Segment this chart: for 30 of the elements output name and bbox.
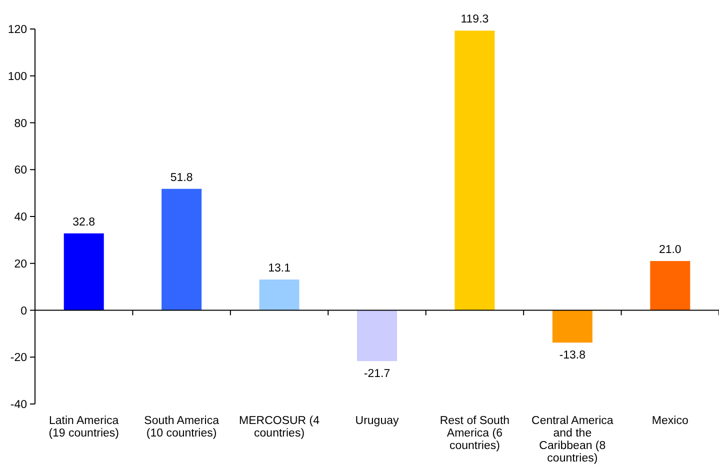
bar — [64, 233, 104, 310]
y-tick-label: 20 — [14, 258, 27, 270]
bar — [162, 188, 202, 310]
x-tick-label: MERCOSUR (4 countries) — [239, 415, 320, 440]
data-label: 21.0 — [658, 244, 682, 256]
y-tick-label: 40 — [14, 212, 27, 224]
y-tick-label: 0 — [20, 305, 27, 318]
x-tick-label: Central America and the Caribbean (8 countries) — [532, 415, 614, 464]
bar — [454, 30, 495, 310]
data-label: 51.8 — [170, 172, 193, 184]
data-label: 32.8 — [72, 216, 96, 228]
bar — [357, 310, 397, 362]
y-tick-label: 100 — [8, 70, 27, 83]
bar — [259, 280, 300, 310]
x-tick-label: South America (10 countries) — [144, 415, 220, 440]
x-tick-label: Rest of South America (6 countries) — [440, 415, 510, 452]
bar — [552, 310, 592, 343]
y-tick-label: -20 — [10, 352, 27, 364]
data-label: -21.7 — [364, 368, 390, 380]
x-tick-label: Uruguay — [355, 415, 399, 427]
y-tick-label: 60 — [14, 164, 27, 177]
x-tick-label: Latin America (19 countries) — [48, 415, 120, 440]
data-label: -13.8 — [559, 350, 586, 362]
bar — [650, 261, 690, 310]
x-tick-label: Mexico — [652, 415, 688, 427]
data-label: 13.1 — [268, 262, 290, 275]
data-label: 119.3 — [460, 14, 489, 26]
y-tick-label: 80 — [14, 118, 27, 130]
y-tick-label: 120 — [8, 24, 27, 36]
y-tick-label: -40 — [10, 399, 27, 412]
